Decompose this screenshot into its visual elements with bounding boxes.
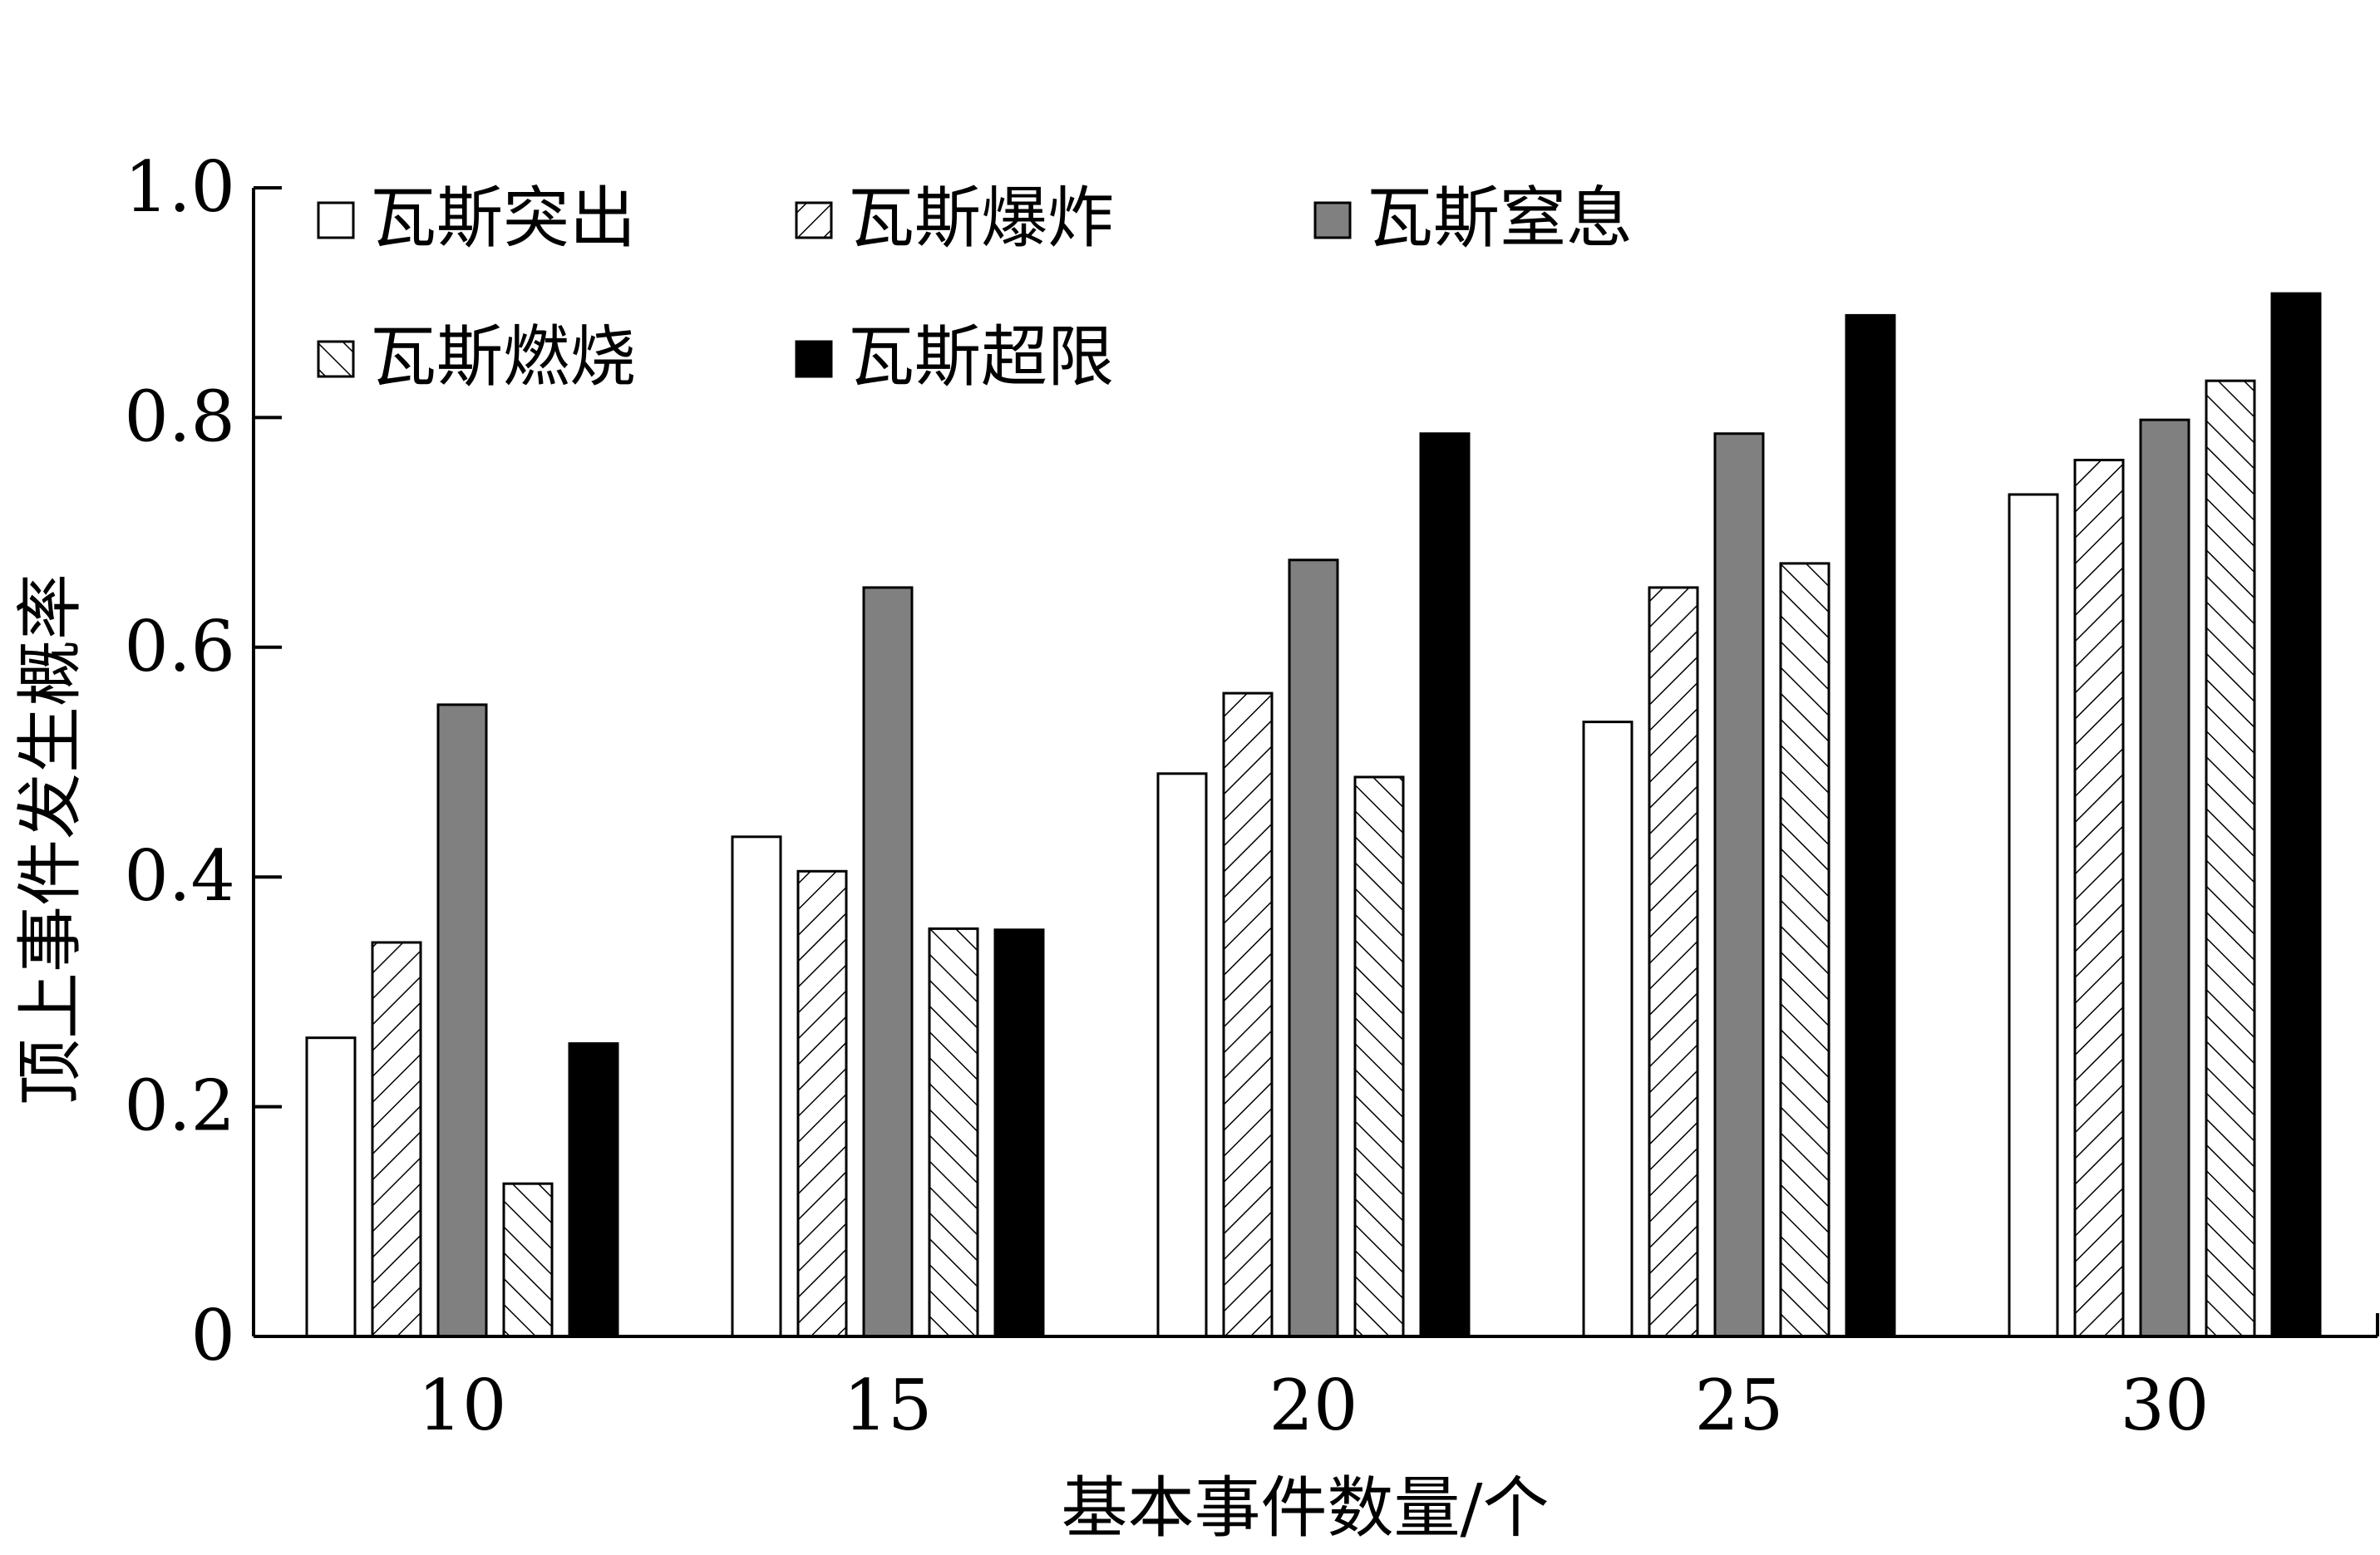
bar-10-瓦斯窒息 — [436, 703, 488, 1338]
bar-30-瓦斯超限 — [2270, 292, 2322, 1338]
bar-15-瓦斯突出 — [731, 835, 782, 1338]
bar-25-瓦斯爆炸 — [1648, 586, 1699, 1338]
bar-25-瓦斯超限 — [1845, 313, 1896, 1338]
bars-layer — [305, 292, 2322, 1338]
y-axis-label: 顶上事件发生概率 — [12, 573, 89, 1105]
bar-15-瓦斯窒息 — [862, 586, 914, 1338]
bar-30-瓦斯窒息 — [2139, 418, 2190, 1338]
legend-swatch-瓦斯突出 — [317, 201, 355, 239]
x-tick-label: 30 — [2121, 1365, 2210, 1446]
x-tick-label: 10 — [418, 1365, 507, 1446]
legend-swatch-瓦斯窒息 — [1313, 201, 1352, 239]
y-tick-label: 0 — [191, 1295, 235, 1376]
bar-30-瓦斯突出 — [2008, 493, 2059, 1338]
bar-20-瓦斯突出 — [1156, 772, 1208, 1338]
bar-10-瓦斯超限 — [568, 1042, 619, 1338]
bar-20-瓦斯燃烧 — [1353, 775, 1405, 1338]
axes-layer: 0 0.2 0.4 0.6 0.8 1.0 10 15 20 25 30 — [124, 146, 2379, 1446]
bar-10-瓦斯突出 — [305, 1036, 357, 1338]
y-tick-label: 0.4 — [124, 835, 235, 917]
legend-label-瓦斯燃烧: 瓦斯燃烧 — [370, 318, 636, 396]
x-tick-label: 15 — [844, 1365, 933, 1446]
legend-label-瓦斯爆炸: 瓦斯爆炸 — [848, 180, 1114, 257]
bar-15-瓦斯爆炸 — [796, 869, 848, 1338]
bar-30-瓦斯燃烧 — [2205, 379, 2256, 1338]
legend-swatch-瓦斯爆炸 — [795, 201, 833, 239]
bar-25-瓦斯窒息 — [1713, 432, 1765, 1338]
legend-label-瓦斯超限: 瓦斯超限 — [848, 318, 1114, 396]
legend-swatch-瓦斯超限 — [795, 340, 833, 378]
legend-label-瓦斯窒息: 瓦斯窒息 — [1367, 180, 1633, 257]
y-tick-label: 1.0 — [124, 146, 235, 228]
bar-10-瓦斯燃烧 — [502, 1182, 554, 1338]
x-tick-label: 25 — [1695, 1365, 1784, 1446]
bar-20-瓦斯超限 — [1419, 432, 1471, 1338]
y-tick-label: 0.6 — [124, 606, 235, 687]
bar-20-瓦斯爆炸 — [1222, 691, 1274, 1338]
y-tick-label: 0.8 — [124, 376, 235, 457]
bar-10-瓦斯爆炸 — [371, 941, 422, 1338]
bar-15-瓦斯超限 — [993, 928, 1045, 1338]
legend-swatch-瓦斯燃烧 — [317, 340, 355, 378]
bar-30-瓦斯爆炸 — [2073, 459, 2125, 1338]
bar-20-瓦斯窒息 — [1288, 559, 1339, 1338]
bar-25-瓦斯突出 — [1582, 721, 1633, 1338]
legend-label-瓦斯突出: 瓦斯突出 — [370, 180, 636, 257]
y-tick-label: 0.2 — [124, 1065, 235, 1147]
bar-15-瓦斯燃烧 — [928, 927, 979, 1338]
x-axis-label: 基本事件数量/个 — [1062, 1469, 1550, 1547]
x-tick-label: 20 — [1269, 1365, 1358, 1446]
bar-25-瓦斯燃烧 — [1779, 562, 1831, 1338]
